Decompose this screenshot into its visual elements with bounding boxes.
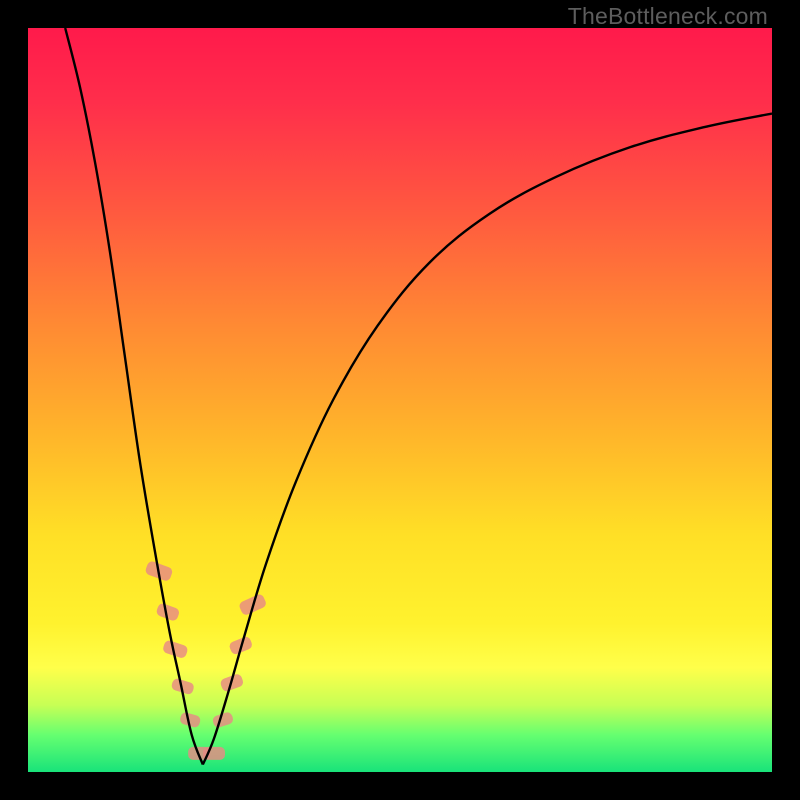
right-curve — [203, 114, 772, 765]
chart-frame: TheBottleneck.com — [0, 0, 800, 800]
plot-area — [28, 28, 772, 772]
bottleneck-curve — [28, 28, 772, 772]
watermark-text: TheBottleneck.com — [568, 3, 768, 30]
